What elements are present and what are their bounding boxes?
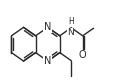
Text: N: N: [44, 22, 51, 32]
Text: N: N: [44, 56, 51, 66]
Text: H: H: [68, 17, 74, 26]
Text: N: N: [67, 28, 74, 37]
Text: O: O: [79, 50, 86, 60]
